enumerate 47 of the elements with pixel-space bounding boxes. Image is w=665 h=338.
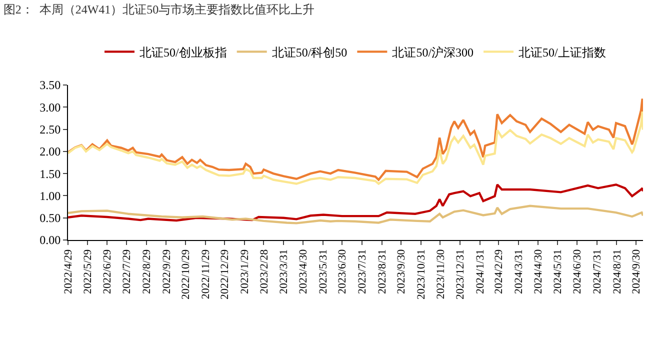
line-series xyxy=(68,184,643,222)
legend-label: 北证50/创业板指 xyxy=(140,45,227,60)
x-tick-label: 2023/4/30 xyxy=(297,248,310,294)
x-tick-label: 2024/7/31 xyxy=(591,249,604,294)
x-tick-label: 2024/6/30 xyxy=(571,248,584,294)
x-tick-label: 2024/8/31 xyxy=(611,249,624,294)
x-tick-label: 2023/11/30 xyxy=(434,248,447,300)
y-tick-label: 3.50 xyxy=(40,78,61,92)
x-tick-label: 2022/11/29 xyxy=(200,248,212,300)
y-tick-label: 3.00 xyxy=(40,100,61,114)
x-tick-label: 2023/2/28 xyxy=(258,248,270,294)
x-tick-label: 2023/10/31 xyxy=(416,249,428,300)
x-tick-label: 2024/9/30 xyxy=(630,248,643,294)
x-tick-label: 2024/2/29 xyxy=(493,248,506,294)
x-tick-label: 2024/3/31 xyxy=(513,249,526,294)
x-tick-label: 2024/5/31 xyxy=(552,249,564,294)
y-tick-label: 2.00 xyxy=(40,144,61,159)
line-series xyxy=(68,204,643,224)
chart-title: 图2： 本周（24W41）北证50与市场主要指数比值环比上升 xyxy=(3,2,315,16)
x-tick-label: 2022/4/29 xyxy=(62,248,75,294)
x-tick-label: 2022/7/29 xyxy=(120,248,133,294)
x-tick-label: 2022/6/29 xyxy=(102,248,114,294)
y-tick-label: 0.00 xyxy=(40,233,61,248)
legend-label: 北证50/科创50 xyxy=(272,45,348,60)
y-tick-label: 1.50 xyxy=(40,166,61,181)
line-series xyxy=(68,110,643,185)
x-tick-label: 2023/6/30 xyxy=(336,248,349,294)
x-tick-label: 2022/9/29 xyxy=(160,248,173,294)
x-tick-label: 2023/9/30 xyxy=(396,248,408,294)
x-tick-label: 2023/3/31 xyxy=(278,249,290,294)
x-tick-label: 2022/10/29 xyxy=(180,248,192,300)
y-tick-label: 2.50 xyxy=(40,122,61,136)
legend-label: 北证50/上证指数 xyxy=(518,45,606,60)
x-tick-label: 2023/12/31 xyxy=(454,249,467,300)
x-tick-label: 2023/7/31 xyxy=(356,249,368,294)
y-tick-label: 0.50 xyxy=(40,211,61,226)
x-tick-label: 2023/1/29 xyxy=(239,248,252,294)
line-series xyxy=(68,98,643,181)
x-tick-label: 2022/8/29 xyxy=(140,248,153,294)
x-tick-label: 2024/4/30 xyxy=(532,248,544,294)
x-tick-label: 2022/12/29 xyxy=(219,248,232,300)
y-tick-label: 1.00 xyxy=(40,188,61,203)
x-tick-label: 2022/5/29 xyxy=(82,248,94,294)
legend-label: 北证50/沪深300 xyxy=(392,45,474,60)
x-tick-label: 2023/8/31 xyxy=(376,249,388,294)
x-tick-label: 2024/1/31 xyxy=(474,249,487,294)
x-tick-label: 2023/5/31 xyxy=(317,249,330,294)
